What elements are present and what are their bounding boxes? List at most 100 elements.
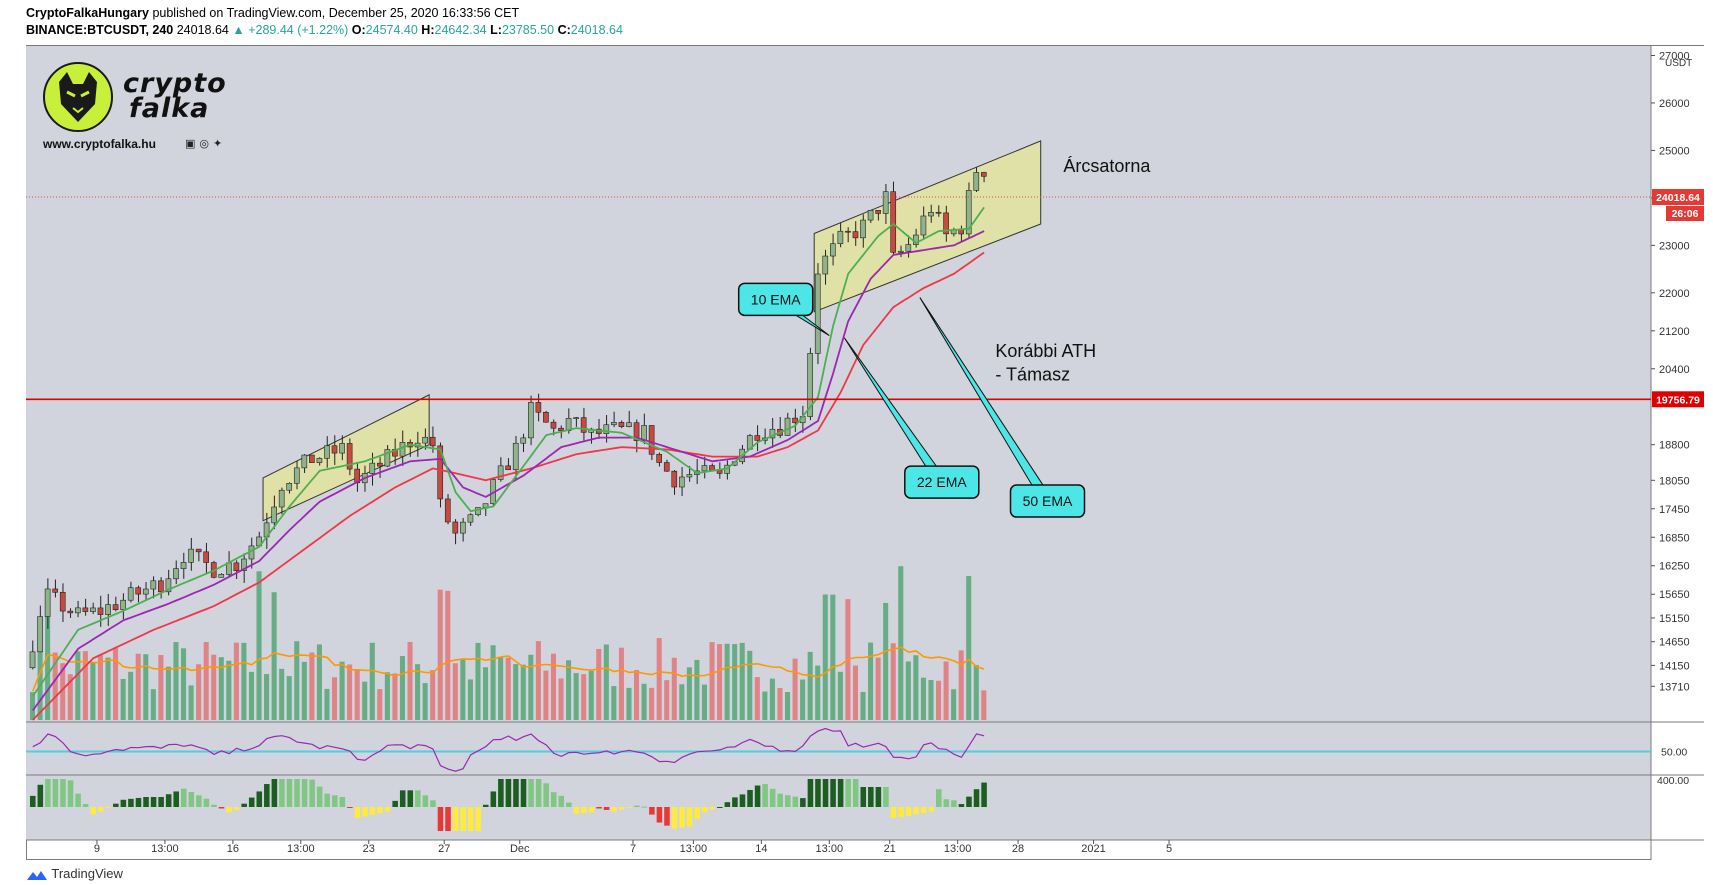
- histogram-bar: [467, 807, 474, 831]
- instagram-icon[interactable]: ◎: [199, 138, 214, 150]
- histogram-bar: [60, 779, 66, 807]
- candle-body: [142, 588, 149, 595]
- candle-body: [935, 211, 942, 214]
- volume-bar: [883, 602, 889, 720]
- volume-bar: [807, 651, 813, 720]
- histogram-bar: [90, 807, 96, 815]
- y-tick-label: 16850: [1659, 532, 1690, 544]
- volume-bar: [392, 673, 398, 720]
- volume-bar: [611, 686, 617, 720]
- volume-bar: [143, 654, 149, 720]
- chart-annotation: - Támasz: [995, 365, 1070, 385]
- histogram-bar: [747, 789, 753, 807]
- candle-body: [180, 562, 187, 569]
- candle-body: [965, 190, 972, 235]
- volume-bar: [905, 661, 911, 720]
- histogram-bar: [724, 802, 731, 807]
- candle-body: [580, 417, 587, 433]
- histogram-bar: [754, 785, 761, 807]
- volume-bar: [920, 677, 926, 720]
- volume-bar: [113, 647, 119, 720]
- twitter-icon[interactable]: ✦: [213, 138, 227, 150]
- tradingview-logo-icon: [27, 870, 47, 880]
- volume-bars: [30, 566, 987, 720]
- candle-body: [437, 445, 444, 500]
- y-tick-label: 13710: [1659, 681, 1690, 693]
- author-name[interactable]: CryptoFalkaHungary: [26, 6, 149, 20]
- candle-body: [369, 462, 376, 474]
- volume-bar: [550, 653, 556, 720]
- histogram-bar: [603, 807, 610, 810]
- volume-bar: [173, 642, 179, 720]
- candle-body: [882, 191, 889, 214]
- change-value: +289.44 (+1.22%): [248, 23, 349, 37]
- histogram-bar: [777, 793, 783, 807]
- candle-body: [429, 436, 436, 447]
- footer-brand[interactable]: TradingView: [26, 866, 123, 881]
- histogram-bar: [611, 807, 617, 812]
- histogram-bar: [762, 784, 768, 807]
- histogram-bar: [618, 807, 625, 810]
- y-tick-label: 14150: [1659, 660, 1690, 672]
- histogram-bar: [701, 807, 708, 813]
- histogram-bar: [634, 805, 640, 807]
- volume-bar: [943, 661, 949, 720]
- candle-body: [648, 425, 655, 455]
- volume-bar: [256, 571, 262, 720]
- histogram-bar: [105, 807, 112, 808]
- histogram-bar: [543, 783, 549, 807]
- histogram-bar: [581, 807, 587, 813]
- x-tick-label: 13:00: [151, 843, 179, 855]
- candle-body: [460, 521, 466, 534]
- callout-box: [904, 465, 980, 499]
- histogram-bar: [649, 807, 655, 815]
- volume-bar: [528, 654, 534, 720]
- candle-body: [678, 476, 685, 488]
- histogram-bar: [362, 807, 368, 817]
- candle-body: [626, 422, 632, 427]
- volume-bar: [671, 657, 677, 720]
- histogram-bar: [37, 784, 44, 807]
- volume-bar: [822, 594, 828, 720]
- high-value: 24642.34: [434, 23, 487, 37]
- candle-body: [278, 489, 285, 508]
- histogram-bar: [513, 779, 519, 807]
- volume-bar: [460, 658, 466, 720]
- histogram-bar: [535, 779, 542, 807]
- histogram-bar: [218, 807, 225, 809]
- candle-body: [195, 548, 202, 553]
- histogram-bar: [143, 797, 149, 807]
- volume-bar: [724, 643, 730, 720]
- candle-body: [309, 454, 315, 463]
- histogram-bar: [377, 807, 383, 814]
- volume-bar: [973, 665, 979, 720]
- histogram-bar: [573, 807, 580, 814]
- candle-body: [127, 587, 134, 601]
- volume-bar: [815, 665, 821, 720]
- candle-body: [158, 580, 164, 593]
- volume-bar: [279, 668, 285, 720]
- volume-bar: [286, 676, 292, 720]
- volume-bar: [120, 678, 126, 720]
- histogram-bar: [807, 779, 814, 807]
- histogram-bar: [815, 779, 821, 807]
- publish-line: CryptoFalkaHungary published on TradingV…: [26, 5, 519, 21]
- volume-bar: [105, 657, 111, 720]
- y-tick-label: 18050: [1659, 475, 1690, 487]
- website-url[interactable]: www.cryptofalka.hu: [43, 137, 156, 151]
- candle-body: [928, 211, 934, 217]
- volume-bar: [709, 642, 715, 720]
- volume-bar: [649, 687, 655, 720]
- volume-bar: [158, 654, 164, 720]
- facebook-icon[interactable]: ▣: [185, 138, 200, 150]
- countdown-label: 26:06: [1672, 208, 1699, 220]
- y-tick-label: 16250: [1659, 561, 1690, 573]
- countdown-badge: [1666, 206, 1704, 222]
- price-channel: [813, 140, 1042, 313]
- volume-bar: [626, 687, 632, 720]
- histogram-bar: [596, 807, 602, 809]
- candle-body: [384, 449, 391, 467]
- y-tick-label: 20400: [1659, 364, 1690, 376]
- candle-body: [112, 604, 119, 611]
